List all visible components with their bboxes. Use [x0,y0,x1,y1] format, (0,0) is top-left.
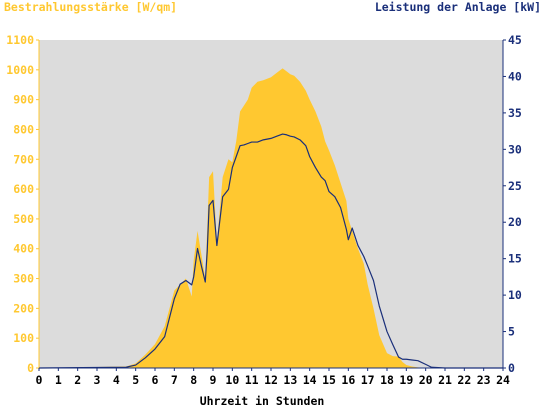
left-tick-label: 500 [13,212,34,226]
x-tick-label: 11 [245,373,259,387]
right-tick-label: 5 [508,325,515,339]
left-tick-label: 400 [13,242,34,256]
left-tick-label: 700 [13,152,34,166]
x-tick-label: 1 [55,373,62,387]
x-tick-label: 15 [322,373,336,387]
irradiance-area [39,68,503,368]
x-tick-label: 21 [438,373,452,387]
left-tick-label: 1100 [6,33,34,47]
x-tick-label: 23 [477,373,491,387]
irradiance-area-layer [39,68,503,368]
x-tick-label: 8 [190,373,197,387]
power-line-layer [38,133,503,369]
x-tick-label: 17 [361,373,375,387]
left-tick-label: 1000 [6,63,34,77]
x-tick-label: 18 [380,373,394,387]
x-tick-label: 7 [171,373,178,387]
right-tick-label: 35 [508,106,522,120]
x-tick-label: 19 [399,373,413,387]
right-axis-title: Leistung der Anlage [kW] [375,0,541,14]
x-tick-label: 16 [341,373,355,387]
x-tick-label: 10 [225,373,239,387]
x-axis-ticks: 0 1 2 3 4 5 6 7 8 9 10 11 12 13 14 15 16 17 18 19 20 21 22 23 24 [36,368,510,387]
left-tick-label: 900 [13,93,34,107]
left-tick-label: 600 [13,182,34,196]
x-tick-label: 0 [36,373,43,387]
left-tick-label: 300 [13,272,34,286]
right-tick-label: 15 [508,252,522,266]
right-tick-label: 20 [508,215,522,229]
x-tick-label: 12 [264,373,278,387]
x-tick-label: 4 [113,373,120,387]
left-tick-label: 200 [13,301,34,315]
x-tick-label: 5 [132,373,139,387]
left-axis-title: Bestrahlungsstärke [W/qm] [4,0,177,14]
x-tick-label: 2 [74,373,81,387]
x-tick-label: 20 [419,373,433,387]
left-axis-ticks: 0 100 200 300 400 500 600 700 800 900 1000 1100 [6,33,39,375]
right-tick-label: 25 [508,179,522,193]
right-tick-label: 30 [508,142,522,156]
right-tick-label: 45 [508,33,522,47]
right-tick-label: 10 [508,288,522,302]
x-axis-label: Uhrzeit in Stunden [200,394,325,408]
right-tick-label: 40 [508,69,522,83]
x-tick-label: 3 [94,373,101,387]
x-tick-label: 24 [496,373,510,387]
x-tick-label: 14 [303,373,317,387]
x-tick-label: 9 [210,373,217,387]
left-tick-label: 0 [27,361,34,375]
x-tick-label: 6 [152,373,159,387]
right-axis-ticks: 0 5 10 15 20 25 30 35 40 45 [503,33,522,375]
right-tick-label: 0 [508,361,515,375]
x-tick-label: 13 [283,373,297,387]
left-tick-label: 800 [13,122,34,136]
power-line [38,133,503,369]
x-tick-label: 22 [457,373,471,387]
left-tick-label: 100 [13,331,34,345]
